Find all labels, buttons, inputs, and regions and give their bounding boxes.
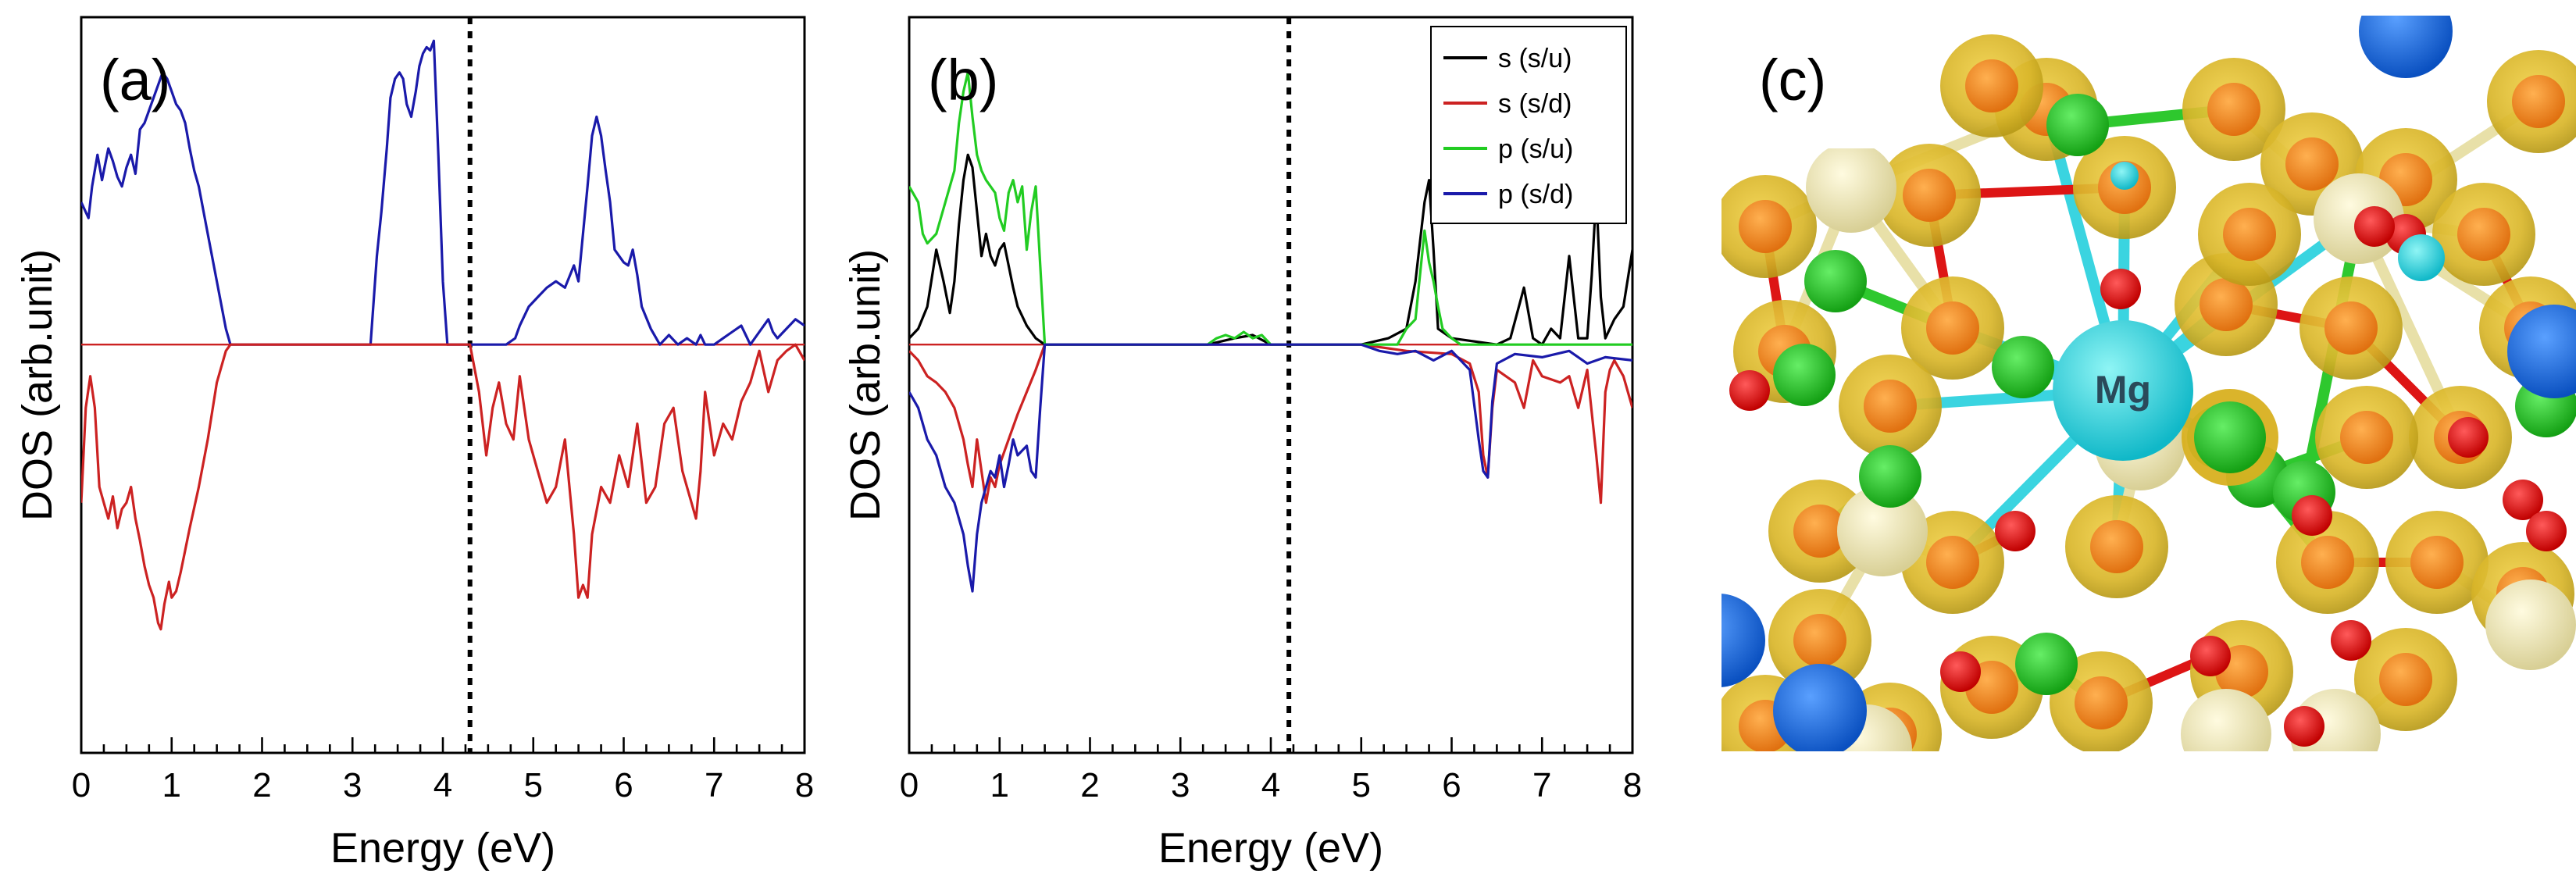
panel-b-x-tick-label: 0 <box>900 766 919 804</box>
panel-a-x-tick-label: 6 <box>614 766 633 804</box>
panel-b-label: (b) <box>928 48 998 112</box>
blue-atom <box>2359 16 2453 78</box>
panel-a-x-tick-label: 2 <box>252 766 271 804</box>
panel-b-x-tick-label: 2 <box>1080 766 1099 804</box>
panel-b-chart: 0 1 2 3 4 5 6 7 8 (b) Energy (eV) DOS (arb.unit)… <box>842 16 1642 872</box>
panel-b-x-tick-label: 4 <box>1261 766 1280 804</box>
green-atom <box>2046 94 2109 156</box>
orange-atom <box>2090 520 2143 573</box>
orange-atom <box>1926 536 1979 589</box>
panel-c-label: (c) <box>1759 48 1826 112</box>
panel-a-x-axis-label: Energy (eV) <box>330 825 555 872</box>
orange-atom <box>1739 200 1792 253</box>
green-atom <box>1992 336 2054 398</box>
orange-atom <box>1965 59 2018 112</box>
orange-atom <box>1864 380 1917 433</box>
panel-a-y-axis-label: DOS (arb.unit) <box>14 249 61 521</box>
red-atom <box>1940 651 1981 692</box>
panel-b-y-axis-label: DOS (arb.unit) <box>842 249 889 521</box>
red-atom <box>2448 417 2489 458</box>
red-atom <box>1995 511 2035 551</box>
panel-b-x-tick-label: 5 <box>1352 766 1371 804</box>
panel-b-series-s-s-u <box>909 153 1632 346</box>
panel-b-x-axis-label: Energy (eV) <box>1158 825 1383 872</box>
panel-a-label: (a) <box>100 48 170 112</box>
orange-atom <box>2340 411 2393 464</box>
panel-a-x-tick-label: 3 <box>343 766 362 804</box>
panel-a-x-tick-label: 8 <box>795 766 814 804</box>
mg-atom-label: Mg <box>2095 368 2151 412</box>
green-atom <box>1773 344 1836 406</box>
panel-a-series-spin-up <box>81 39 805 346</box>
red-atom <box>2284 706 2324 747</box>
blue-atom <box>1773 664 1867 751</box>
orange-atom <box>2379 653 2432 706</box>
panel-a-x-tick-label: 4 <box>433 766 452 804</box>
orange-atom <box>2301 536 2354 589</box>
panel-c-label-card <box>1721 16 1887 148</box>
mg-atom <box>2053 320 2193 461</box>
cyan-atom <box>2110 162 2139 190</box>
panel-b-series-p-s-u <box>909 71 1632 346</box>
panel-a-plot-frame <box>80 16 806 754</box>
red-atom <box>2354 206 2395 247</box>
orange-atom <box>2285 137 2339 191</box>
legend-entry-label: s (s/u) <box>1498 44 1572 73</box>
legend-entry-label: p (s/u) <box>1498 134 1573 164</box>
red-atom <box>2100 269 2141 309</box>
orange-atom <box>2223 208 2276 261</box>
blue-atom <box>2507 305 2576 398</box>
cream-atom <box>2485 580 2576 670</box>
cream-atom <box>2181 689 2271 751</box>
red-atom <box>2331 620 2371 661</box>
orange-atom <box>2324 301 2378 355</box>
green-atom <box>2194 401 2266 473</box>
cream-atom <box>1806 142 1896 233</box>
panel-c-structure-image: (c) Mg <box>1721 16 2576 751</box>
orange-atom <box>2207 83 2260 136</box>
cyan-atom <box>2398 234 2445 281</box>
red-atom <box>1729 370 1770 411</box>
cream-atom <box>1837 486 1928 576</box>
panel-a-x-tick-label: 7 <box>705 766 723 804</box>
panel-a-chart: 0 1 2 3 4 5 6 7 8 (a) Energy (eV) DOS (arb.unit) <box>14 16 814 872</box>
blue-atom <box>1721 594 1765 687</box>
structure-atoms <box>1721 16 2576 751</box>
orange-atom <box>2512 75 2565 128</box>
panel-b-x-tick-label: 7 <box>1532 766 1551 804</box>
panel-a-series-spin-down <box>81 343 805 631</box>
orange-atom <box>2410 536 2464 589</box>
green-atom <box>2015 633 2078 695</box>
orange-atom <box>1793 505 1846 558</box>
red-atom <box>2503 480 2543 520</box>
panel-b-legend: s (s/u) s (s/d) p (s/u) p (s/d) <box>1430 26 1627 224</box>
red-atom <box>2292 495 2332 536</box>
legend-entry-label: p (s/d) <box>1498 180 1573 209</box>
panel-b-series-p-s-d <box>909 343 1632 593</box>
legend-entry-label: s (s/d) <box>1498 89 1572 119</box>
panel-b-x-tick-label: 6 <box>1442 766 1461 804</box>
red-atom <box>2190 636 2231 676</box>
green-atom <box>1859 445 1921 508</box>
red-atom <box>2526 511 2567 551</box>
panel-b-x-tick-label: 1 <box>990 766 1009 804</box>
orange-atom <box>1793 614 1846 667</box>
panel-a-x-tick-label: 5 <box>524 766 543 804</box>
orange-atom <box>1926 301 1979 355</box>
green-atom <box>1804 250 1867 312</box>
panel-b-x-tick-label: 8 <box>1623 766 1642 804</box>
panel-a-x-tick-label: 1 <box>162 766 181 804</box>
orange-atom <box>1903 169 1956 222</box>
panel-a-x-tick-label: 0 <box>72 766 91 804</box>
panel-b-x-tick-label: 3 <box>1171 766 1190 804</box>
orange-atom <box>2200 278 2253 331</box>
orange-atom <box>2457 208 2510 261</box>
panel-b-series-s-s-d <box>909 343 1632 505</box>
orange-atom <box>2075 676 2128 729</box>
